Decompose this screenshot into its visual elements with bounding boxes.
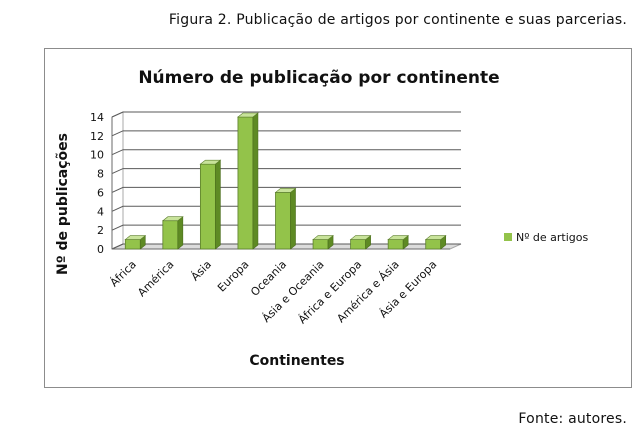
figure-caption: Figura 2. Publicação de artigos por cont… bbox=[168, 12, 627, 28]
y-tick-label: 2 bbox=[97, 224, 104, 237]
legend-label: Nº de artigos bbox=[516, 231, 588, 244]
chart-title: Número de publicação por continente bbox=[138, 68, 499, 88]
gridline bbox=[111, 243, 461, 250]
gridline bbox=[111, 149, 461, 156]
legend-swatch bbox=[504, 233, 512, 241]
bar-front bbox=[162, 220, 179, 250]
x-tick-label: Europa bbox=[215, 258, 252, 295]
bar-top bbox=[349, 235, 372, 240]
bar-chart: Número de publicação por continente Nº d… bbox=[55, 68, 588, 369]
bar-top bbox=[387, 235, 410, 240]
y-tick-label: 14 bbox=[90, 111, 104, 124]
y-tick-label: 8 bbox=[97, 168, 104, 181]
gridline bbox=[111, 224, 461, 231]
bar-side bbox=[215, 159, 221, 250]
gridline bbox=[111, 168, 461, 175]
bar-top bbox=[274, 188, 297, 193]
y-tick-label: 10 bbox=[90, 149, 104, 162]
gridline bbox=[111, 186, 461, 193]
bar-top bbox=[161, 216, 184, 222]
y-axis-label: Nº de publicações bbox=[55, 133, 71, 275]
bar-top bbox=[237, 112, 259, 118]
x-tick-label: América bbox=[135, 258, 176, 299]
x-tick-label: África bbox=[108, 258, 139, 289]
x-axis-label: Continentes bbox=[249, 353, 344, 369]
bar-front bbox=[199, 163, 216, 250]
bar-front bbox=[425, 239, 442, 250]
gridline bbox=[111, 111, 461, 118]
bar-top bbox=[199, 159, 222, 165]
bar-front bbox=[312, 239, 329, 250]
bar-front bbox=[350, 239, 367, 250]
bar-front bbox=[275, 192, 291, 250]
chart-frame: Número de publicação por continente Nº d… bbox=[44, 48, 632, 388]
figure-source: Fonte: autores. bbox=[518, 411, 627, 427]
gridline bbox=[111, 205, 461, 212]
gridline bbox=[111, 130, 461, 137]
bar-side bbox=[290, 187, 296, 250]
bar-side bbox=[177, 216, 184, 250]
bar-top bbox=[124, 235, 147, 240]
bar-top bbox=[312, 235, 334, 240]
y-tick-label: 4 bbox=[97, 205, 104, 218]
legend: Nº de artigos bbox=[504, 231, 588, 244]
bar-front bbox=[237, 116, 254, 250]
bar-front bbox=[387, 239, 404, 250]
y-tick-label: 6 bbox=[97, 186, 104, 199]
bar-side bbox=[252, 112, 259, 250]
x-tick-label: Ásia bbox=[189, 258, 215, 284]
bar-front bbox=[124, 239, 141, 250]
y-tick-label: 0 bbox=[97, 243, 104, 256]
y-tick-label: 12 bbox=[90, 130, 104, 143]
bar-top bbox=[424, 235, 447, 240]
chart-side-wall bbox=[111, 111, 124, 250]
